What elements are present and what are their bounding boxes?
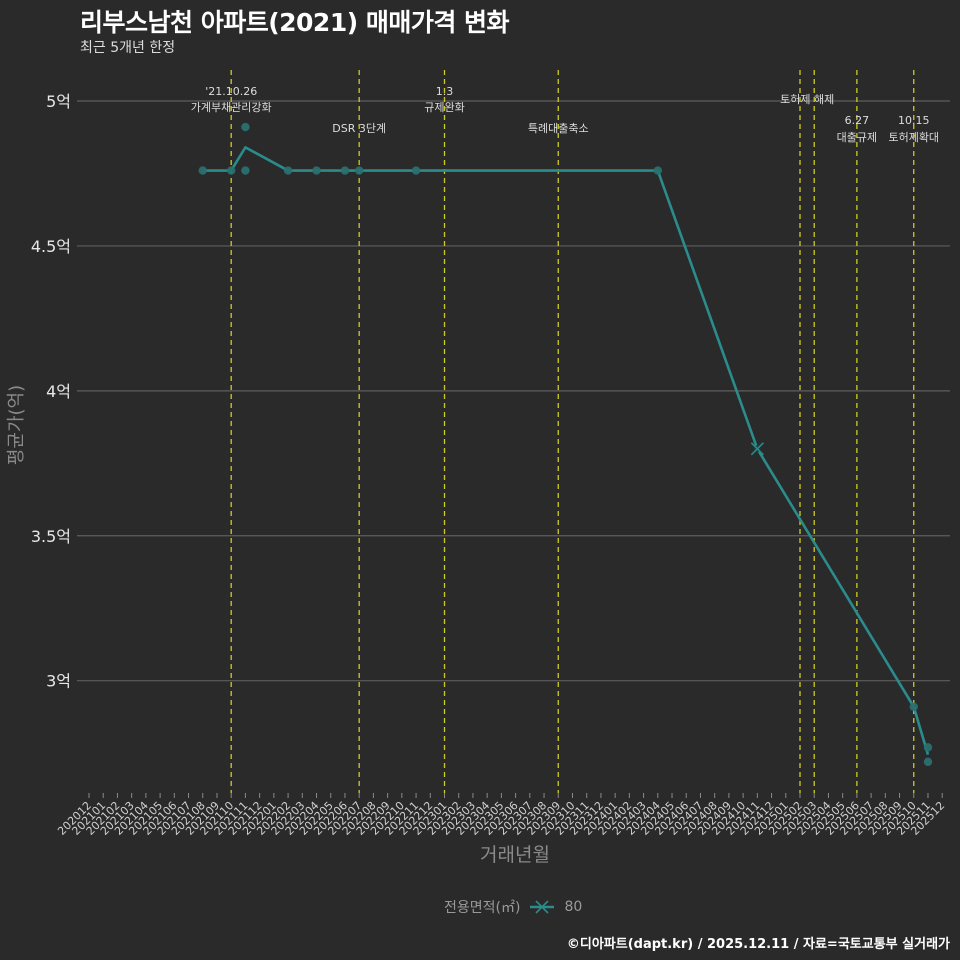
- y-gridlines: [77, 100, 950, 682]
- y-axis-ticks: 5억 4.5억 4억 3.5억 3억: [31, 92, 71, 691]
- event-annotation-label: 토허제 해제: [780, 92, 834, 106]
- legend-item-80: 80: [564, 899, 583, 915]
- event-annotation-label: 가계부채관리강화: [191, 101, 272, 114]
- trade-point: [312, 166, 321, 175]
- event-annotation-label: 10.15: [898, 114, 930, 127]
- y-axis-title: 평균가(억): [6, 384, 27, 466]
- trade-point: [411, 166, 421, 175]
- line-x-marker-icon: [530, 900, 555, 914]
- trade-point: [241, 166, 250, 175]
- event-annotation-label: 규제완화: [424, 101, 464, 114]
- legend: 전용면적(㎡) 80: [444, 896, 582, 918]
- trade-point: [923, 757, 933, 767]
- y-tick-label: 4억: [46, 382, 71, 401]
- chart-subtitle: 최근 5개년 한정: [80, 40, 176, 56]
- event-lines: [230, 70, 915, 793]
- trade-point: [340, 166, 350, 175]
- trade-point: [923, 743, 933, 752]
- event-annotation-label: 토허제확대: [888, 131, 939, 144]
- trade-point: [241, 122, 250, 132]
- x-marker-icon: [750, 442, 764, 456]
- event-annotation-label: 대출규제: [837, 131, 877, 144]
- source-caption: ©디아파트(dapt.kr) / 2025.12.11 / 자료=국토교통부 실…: [566, 937, 950, 952]
- y-tick-label: 5억: [46, 92, 71, 111]
- y-tick-label: 3억: [46, 672, 71, 691]
- trade-point: [354, 166, 364, 175]
- trade-point: [227, 166, 236, 175]
- x-axis-ticks: 2020122021012021022021032021042021052021…: [55, 793, 947, 838]
- x-axis-title: 거래년월: [480, 844, 550, 866]
- trade-point: [198, 166, 207, 175]
- trade-point: [909, 702, 918, 711]
- trade-point: [653, 166, 662, 175]
- legend-title: 전용면적(㎡): [444, 900, 521, 916]
- event-annotation-label: DSR 3단계: [332, 122, 386, 135]
- trade-point: [283, 166, 293, 175]
- y-tick-label: 3.5억: [31, 527, 71, 546]
- event-annotation-label: 특례대출축소: [528, 122, 589, 135]
- event-annotation-label: '21.10.26: [205, 85, 257, 98]
- chart-title: 리부스남천 아파트(2021) 매매가격 변화: [80, 8, 510, 37]
- y-tick-label: 4.5억: [31, 237, 71, 256]
- event-annotation-label: 6.27: [845, 114, 870, 127]
- price-series: [198, 122, 933, 767]
- event-annotation-label: 1.3: [436, 85, 454, 98]
- price-line: [202, 146, 930, 755]
